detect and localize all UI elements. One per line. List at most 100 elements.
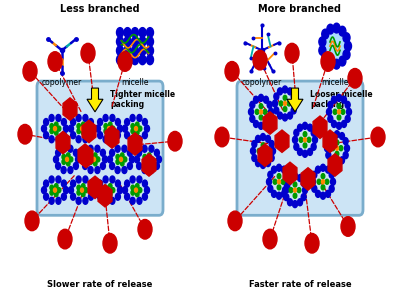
Circle shape — [18, 124, 32, 144]
Circle shape — [225, 62, 239, 81]
Circle shape — [142, 166, 147, 173]
Circle shape — [131, 185, 134, 190]
Polygon shape — [128, 133, 142, 155]
Circle shape — [73, 149, 78, 156]
Polygon shape — [142, 154, 156, 176]
Circle shape — [348, 69, 362, 88]
Circle shape — [98, 132, 103, 139]
Circle shape — [83, 115, 88, 122]
Circle shape — [137, 197, 142, 204]
Circle shape — [122, 187, 128, 194]
Circle shape — [335, 151, 339, 156]
Circle shape — [89, 154, 92, 160]
Circle shape — [149, 166, 154, 173]
Circle shape — [108, 122, 112, 127]
Circle shape — [272, 166, 276, 173]
Text: micelle: micelle — [321, 78, 349, 87]
Text: copolymer: copolymer — [42, 78, 82, 87]
Circle shape — [44, 193, 49, 200]
Circle shape — [250, 115, 255, 122]
Circle shape — [254, 96, 258, 103]
Circle shape — [130, 136, 135, 143]
Circle shape — [68, 145, 73, 152]
Circle shape — [111, 187, 115, 193]
Circle shape — [130, 156, 134, 163]
Circle shape — [134, 188, 138, 192]
Circle shape — [293, 193, 297, 198]
Circle shape — [88, 119, 93, 126]
Circle shape — [56, 115, 61, 122]
Circle shape — [285, 171, 290, 178]
Polygon shape — [263, 112, 277, 134]
Circle shape — [50, 128, 54, 134]
Circle shape — [284, 101, 286, 106]
Polygon shape — [63, 98, 77, 120]
Polygon shape — [283, 162, 297, 185]
Circle shape — [292, 136, 298, 143]
Circle shape — [264, 120, 268, 128]
Circle shape — [115, 145, 120, 152]
Circle shape — [95, 145, 100, 152]
Circle shape — [71, 193, 76, 200]
Circle shape — [25, 211, 39, 231]
Circle shape — [68, 166, 73, 173]
Circle shape — [270, 147, 276, 154]
Circle shape — [319, 46, 326, 55]
Circle shape — [136, 184, 139, 189]
Circle shape — [136, 192, 139, 197]
Circle shape — [56, 176, 61, 183]
Circle shape — [50, 190, 54, 195]
Circle shape — [346, 108, 352, 115]
Circle shape — [282, 166, 286, 173]
Circle shape — [330, 178, 336, 185]
Circle shape — [263, 109, 267, 114]
Circle shape — [154, 162, 159, 169]
Circle shape — [253, 50, 267, 70]
Circle shape — [56, 136, 61, 143]
Circle shape — [73, 162, 78, 169]
Circle shape — [277, 174, 281, 179]
Circle shape — [111, 126, 115, 131]
Circle shape — [144, 125, 150, 132]
Circle shape — [274, 107, 279, 114]
Circle shape — [302, 122, 308, 129]
Circle shape — [334, 159, 340, 166]
Circle shape — [137, 162, 142, 169]
Circle shape — [103, 115, 108, 122]
Circle shape — [125, 132, 130, 139]
Circle shape — [344, 145, 350, 152]
Circle shape — [142, 193, 147, 200]
Circle shape — [137, 149, 142, 156]
Circle shape — [333, 109, 337, 114]
Circle shape — [138, 219, 152, 239]
Circle shape — [90, 187, 96, 194]
Circle shape — [61, 132, 66, 139]
Circle shape — [132, 37, 138, 46]
Circle shape — [329, 171, 334, 178]
Circle shape — [336, 94, 342, 101]
Circle shape — [142, 132, 147, 139]
FancyArrow shape — [87, 88, 103, 112]
Circle shape — [327, 58, 334, 68]
Circle shape — [82, 192, 85, 197]
Circle shape — [267, 115, 272, 122]
Circle shape — [124, 28, 131, 37]
Circle shape — [261, 154, 265, 159]
Circle shape — [71, 132, 76, 139]
Circle shape — [134, 126, 138, 131]
Circle shape — [143, 154, 146, 160]
Circle shape — [312, 171, 317, 178]
Circle shape — [266, 178, 272, 185]
Circle shape — [293, 182, 297, 187]
Circle shape — [329, 185, 334, 192]
Circle shape — [103, 234, 117, 253]
Circle shape — [342, 120, 346, 128]
Circle shape — [255, 109, 259, 114]
Circle shape — [305, 234, 319, 253]
Circle shape — [281, 179, 285, 184]
Circle shape — [342, 96, 346, 103]
Circle shape — [144, 187, 150, 194]
Circle shape — [283, 95, 287, 101]
Circle shape — [168, 131, 182, 151]
Circle shape — [298, 175, 302, 181]
